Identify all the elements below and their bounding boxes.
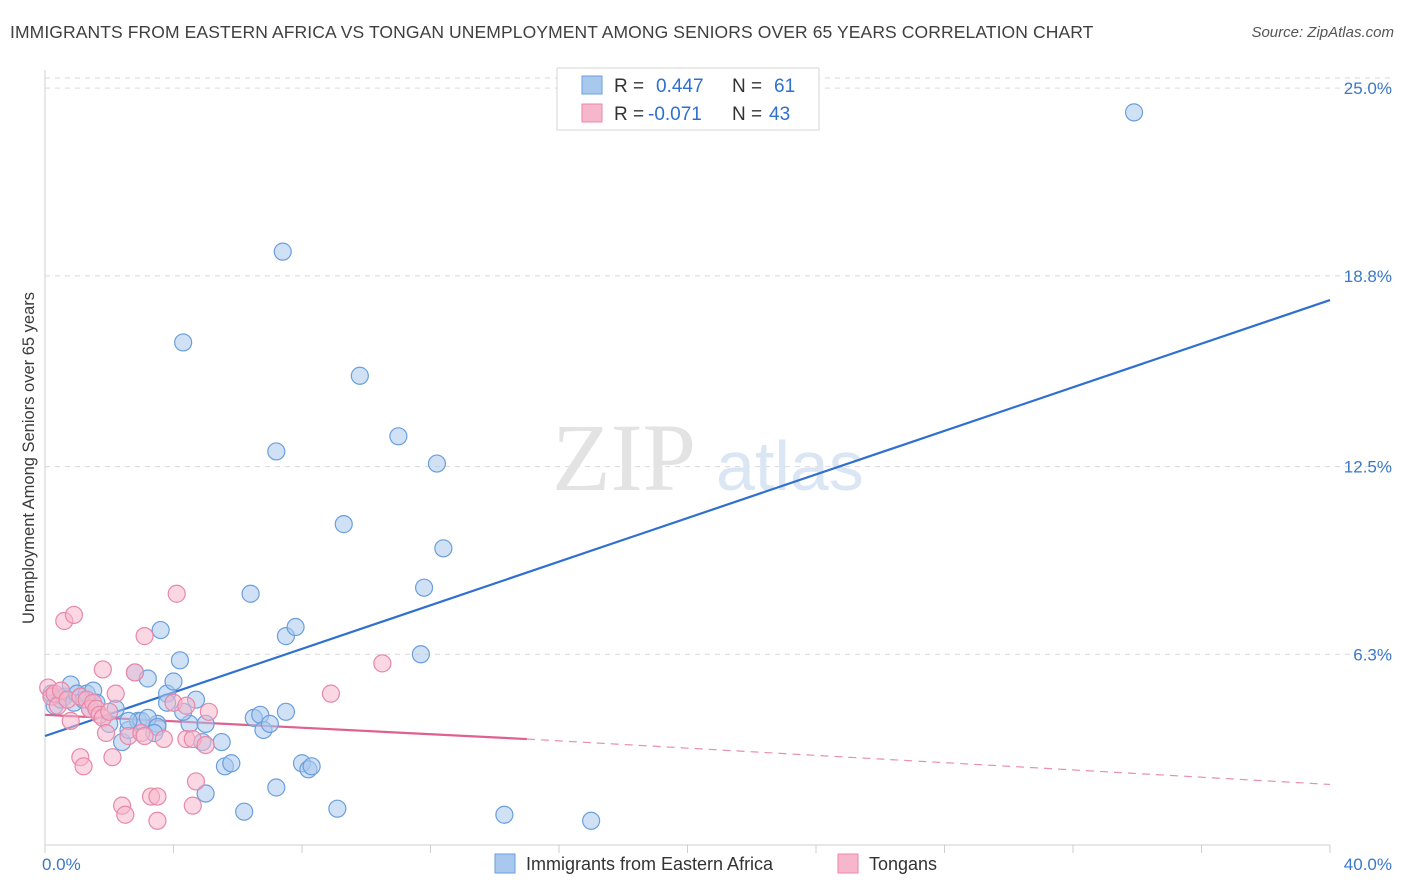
y-tick-label-1: 12.5% [1344, 458, 1392, 477]
legend-swatch-blue [581, 75, 603, 95]
point-blue-58 [434, 539, 453, 558]
series-legend: Immigrants from Eastern Africa Tongans [494, 853, 937, 874]
point-pink-42 [199, 702, 218, 721]
point-pink-18 [93, 660, 112, 679]
point-pink-21 [103, 748, 122, 767]
point-blue-62 [174, 333, 193, 352]
legend-r-label-1: R = [614, 76, 644, 97]
point-blue-54 [389, 427, 408, 446]
point-blue-63 [267, 442, 286, 461]
point-pink-26 [125, 663, 145, 682]
watermark-zip: ZIP [552, 404, 696, 511]
point-blue-28 [164, 672, 183, 691]
point-pink-28 [135, 627, 154, 646]
point-pink-24 [116, 805, 135, 824]
data-points [39, 103, 1144, 830]
legend-n-value-1: 61 [774, 76, 795, 97]
point-pink-11 [74, 757, 93, 776]
point-pink-31 [148, 787, 167, 806]
series-legend-label-pink: Tongans [869, 854, 937, 874]
point-pink-43 [321, 684, 341, 703]
point-blue-50 [302, 757, 321, 776]
point-blue-25 [151, 620, 170, 640]
point-pink-22 [106, 684, 125, 703]
x-tick-label-0: 0.0% [42, 855, 81, 874]
y-tick-label-3: 25.0% [1344, 79, 1392, 98]
y-tick-labels: 6.3% 12.5% 18.8% 25.0% [1344, 79, 1392, 664]
point-pink-37 [177, 696, 196, 715]
point-blue-53 [350, 366, 369, 385]
point-blue-43 [260, 714, 279, 734]
point-blue-47 [286, 617, 305, 637]
legend-r-value-2: -0.071 [648, 104, 702, 125]
point-pink-33 [154, 729, 173, 749]
series-legend-label-blue: Immigrants from Eastern Africa [526, 854, 774, 874]
point-blue-30 [170, 651, 190, 670]
legend-r-value-1: 0.447 [656, 76, 704, 97]
trend-line-blue [44, 299, 1331, 738]
y-tick-label-2: 18.8% [1344, 267, 1392, 286]
x-tick-labels: 0.0% 40.0% [42, 855, 1392, 874]
trend-lines [44, 299, 1331, 786]
point-blue-59 [495, 805, 514, 824]
point-pink-38 [183, 796, 202, 815]
point-blue-19 [119, 711, 138, 730]
point-blue-57 [427, 454, 447, 473]
point-blue-39 [235, 802, 254, 821]
point-pink-8 [64, 605, 84, 625]
x-tick-label-1: 40.0% [1344, 855, 1392, 874]
point-blue-56 [411, 645, 430, 664]
grid-lines [45, 77, 1390, 655]
series-legend-swatch-pink [837, 853, 859, 874]
chart-title: IMMIGRANTS FROM EASTERN AFRICA VS TONGAN… [10, 22, 1094, 42]
point-blue-45 [276, 702, 296, 721]
trend-line-dashed-pink [526, 738, 1331, 786]
y-tick-label-0: 6.3% [1353, 645, 1392, 664]
point-blue-36 [212, 732, 231, 752]
point-blue-55 [414, 578, 434, 597]
point-pink-41 [196, 735, 215, 755]
point-blue-51 [328, 799, 347, 818]
point-pink-35 [167, 584, 186, 603]
source-label: Source: ZipAtlas.com [1251, 24, 1394, 41]
point-pink-29 [135, 726, 154, 746]
point-blue-60 [582, 811, 601, 830]
y-axis-label: Unemployment Among Seniors over 65 years [20, 292, 38, 624]
legend-n-label-2: N = [732, 104, 762, 125]
legend-r-label-2: R = [614, 104, 644, 125]
point-pink-20 [100, 702, 119, 721]
legend-n-value-2: 43 [769, 104, 790, 125]
correlation-legend: R = 0.447 N = 61 R = -0.071 N = 43 [556, 67, 820, 131]
point-blue-52 [334, 515, 353, 534]
legend-swatch-pink [581, 103, 603, 123]
point-pink-32 [148, 811, 167, 830]
point-blue-38 [222, 754, 241, 773]
point-pink-40 [186, 772, 206, 791]
point-blue-65 [1124, 103, 1144, 122]
point-pink-7 [61, 711, 80, 730]
point-blue-44 [267, 778, 286, 797]
legend-n-label-1: N = [732, 76, 762, 97]
point-pink-44 [373, 654, 392, 673]
point-pink-19 [96, 723, 116, 743]
point-blue-64 [241, 584, 260, 603]
point-blue-61 [273, 242, 292, 261]
point-blue-35 [196, 784, 215, 803]
series-legend-swatch-blue [494, 853, 516, 874]
